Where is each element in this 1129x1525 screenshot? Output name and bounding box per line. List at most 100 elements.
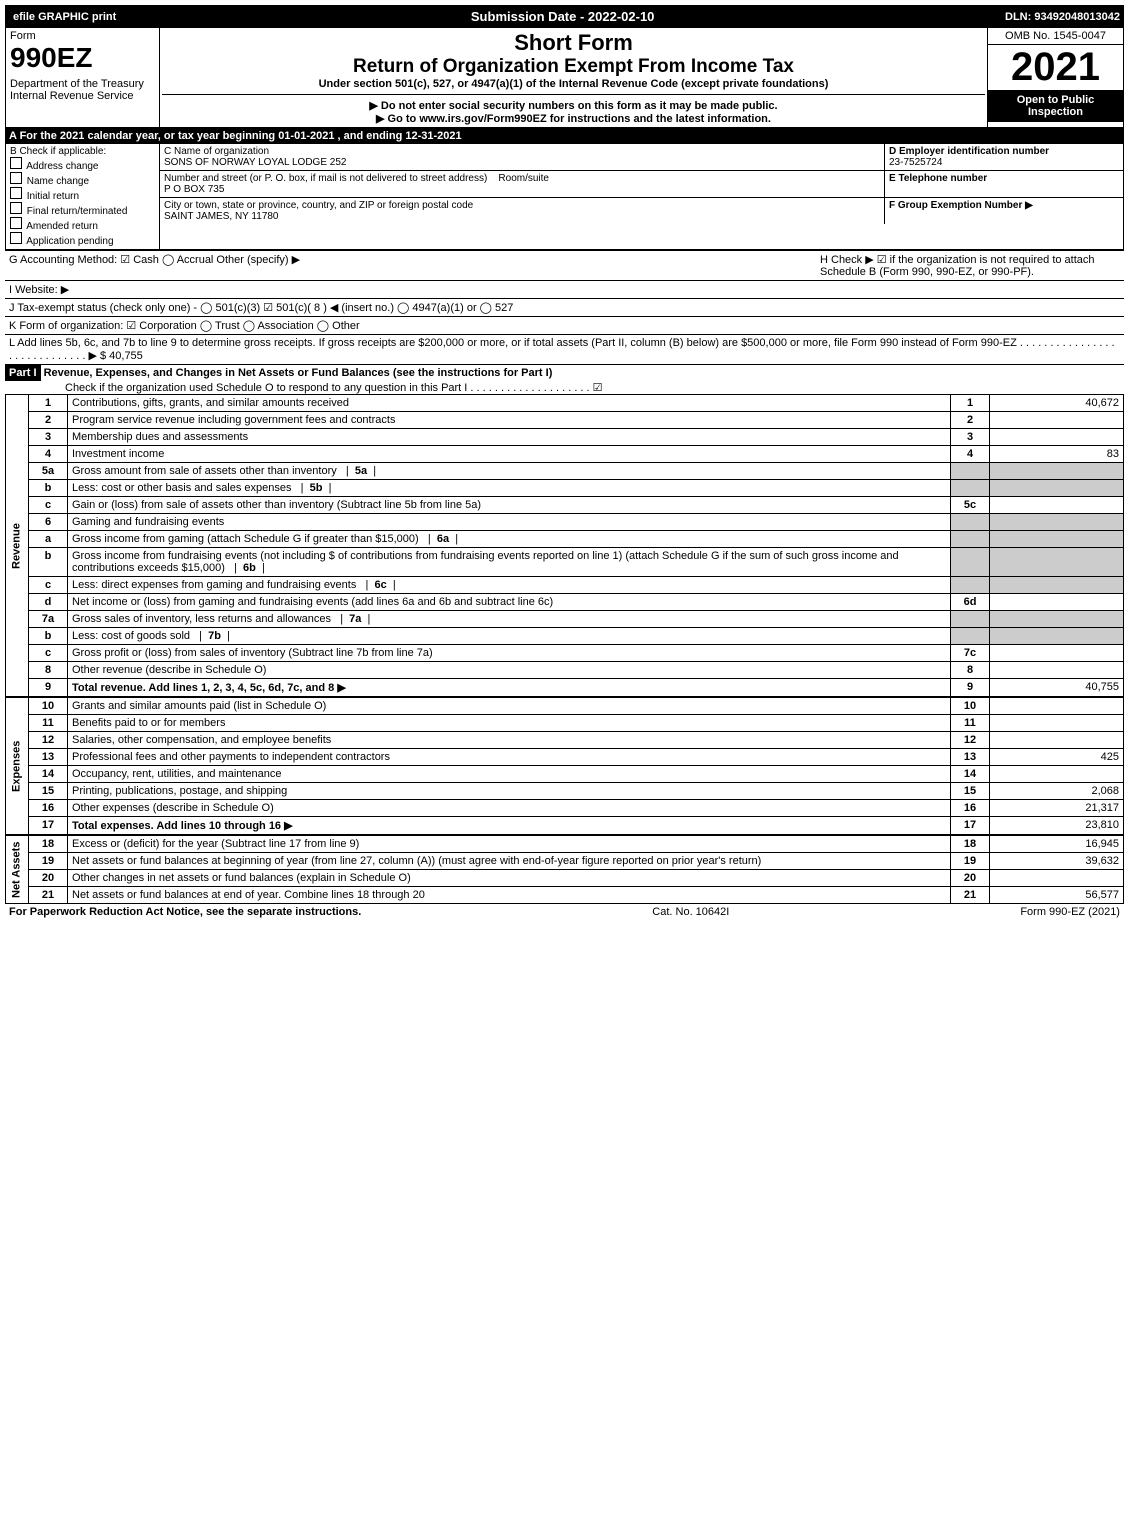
line-text: Net assets or fund balances at end of ye… bbox=[68, 887, 951, 904]
line-ref: 18 bbox=[951, 836, 990, 853]
line-value: 39,632 bbox=[990, 853, 1124, 870]
line-value bbox=[990, 548, 1124, 577]
line-value: 83 bbox=[990, 446, 1124, 463]
line-ref bbox=[951, 577, 990, 594]
f-label: F Group Exemption Number ▶ bbox=[889, 200, 1033, 211]
line-num: 10 bbox=[29, 698, 68, 715]
e-label: E Telephone number bbox=[889, 173, 987, 184]
line-value bbox=[990, 645, 1124, 662]
line-text: Gaming and fundraising events bbox=[68, 514, 951, 531]
line-text: Gross profit or (loss) from sales of inv… bbox=[68, 645, 951, 662]
line-text: Benefits paid to or for members bbox=[68, 715, 951, 732]
line-ref: 12 bbox=[951, 732, 990, 749]
line-value bbox=[990, 514, 1124, 531]
line-num: 15 bbox=[29, 783, 68, 800]
line-text: Other revenue (describe in Schedule O) bbox=[68, 662, 951, 679]
line-ref: 9 bbox=[951, 679, 990, 697]
line-text: Grants and similar amounts paid (list in… bbox=[68, 698, 951, 715]
line-text: Other changes in net assets or fund bala… bbox=[68, 870, 951, 887]
line-text: Contributions, gifts, grants, and simila… bbox=[68, 395, 951, 412]
line-ref: 6d bbox=[951, 594, 990, 611]
dept: Department of the Treasury bbox=[10, 78, 155, 90]
c-addr: P O BOX 735 bbox=[164, 184, 224, 195]
line-num: 1 bbox=[29, 395, 68, 412]
submission-date: Submission Date - 2022-02-10 bbox=[465, 7, 661, 26]
checkbox[interactable] bbox=[10, 217, 22, 229]
line-value: 23,810 bbox=[990, 817, 1124, 835]
revenue-table: Revenue1Contributions, gifts, grants, an… bbox=[5, 394, 1124, 697]
line-ref bbox=[951, 463, 990, 480]
line-num: 5a bbox=[29, 463, 68, 480]
line-text: Excess or (deficit) for the year (Subtra… bbox=[68, 836, 951, 853]
line-text: Less: cost or other basis and sales expe… bbox=[68, 480, 951, 497]
j-line: J Tax-exempt status (check only one) - ◯… bbox=[5, 298, 1124, 316]
c-name: SONS OF NORWAY LOYAL LODGE 252 bbox=[164, 157, 880, 168]
line-text: Gross amount from sale of assets other t… bbox=[68, 463, 951, 480]
line-num: 2 bbox=[29, 412, 68, 429]
line-value bbox=[990, 577, 1124, 594]
line-num: 3 bbox=[29, 429, 68, 446]
line-text: Professional fees and other payments to … bbox=[68, 749, 951, 766]
line-value: 56,577 bbox=[990, 887, 1124, 904]
line-ref: 2 bbox=[951, 412, 990, 429]
line-value: 40,672 bbox=[990, 395, 1124, 412]
line-ref bbox=[951, 611, 990, 628]
d-value: 23-7525724 bbox=[889, 157, 942, 168]
line-ref: 14 bbox=[951, 766, 990, 783]
goto-link[interactable]: ▶ Go to www.irs.gov/Form990EZ for instru… bbox=[162, 112, 985, 125]
footer-mid: Cat. No. 10642I bbox=[652, 906, 729, 918]
line-num: 4 bbox=[29, 446, 68, 463]
line-num: 13 bbox=[29, 749, 68, 766]
c-addr-label: Number and street (or P. O. box, if mail… bbox=[164, 173, 487, 184]
form-label: Form bbox=[10, 30, 155, 42]
line-ref: 4 bbox=[951, 446, 990, 463]
line-text: Occupancy, rent, utilities, and maintena… bbox=[68, 766, 951, 783]
line-num: 17 bbox=[29, 817, 68, 835]
checkbox[interactable] bbox=[10, 187, 22, 199]
line-value bbox=[990, 662, 1124, 679]
k-line: K Form of organization: ☑ Corporation ◯ … bbox=[5, 316, 1124, 334]
footer-right: Form 990-EZ (2021) bbox=[1020, 906, 1120, 918]
section-label: Net Assets bbox=[6, 836, 29, 904]
footer-left: For Paperwork Reduction Act Notice, see … bbox=[9, 906, 361, 918]
line-num: 7a bbox=[29, 611, 68, 628]
line-text: Net income or (loss) from gaming and fun… bbox=[68, 594, 951, 611]
top-bar: efile GRAPHIC print Submission Date - 20… bbox=[5, 5, 1124, 28]
line-text: Printing, publications, postage, and shi… bbox=[68, 783, 951, 800]
line-num: b bbox=[29, 480, 68, 497]
line-num: 12 bbox=[29, 732, 68, 749]
line-text: Salaries, other compensation, and employ… bbox=[68, 732, 951, 749]
line-text: Investment income bbox=[68, 446, 951, 463]
line-num: c bbox=[29, 645, 68, 662]
title2: Return of Organization Exempt From Incom… bbox=[162, 56, 985, 78]
efile-print[interactable]: efile GRAPHIC print bbox=[9, 10, 120, 24]
line-ref: 19 bbox=[951, 853, 990, 870]
line-ref: 10 bbox=[951, 698, 990, 715]
checkbox[interactable] bbox=[10, 202, 22, 214]
line-text: Total revenue. Add lines 1, 2, 3, 4, 5c,… bbox=[68, 679, 951, 697]
checkbox[interactable] bbox=[10, 172, 22, 184]
line-ref bbox=[951, 480, 990, 497]
line-value bbox=[990, 429, 1124, 446]
checkbox[interactable] bbox=[10, 232, 22, 244]
line-ref bbox=[951, 531, 990, 548]
line-num: d bbox=[29, 594, 68, 611]
footer: For Paperwork Reduction Act Notice, see … bbox=[5, 904, 1124, 920]
line-value bbox=[990, 870, 1124, 887]
line-num: 9 bbox=[29, 679, 68, 697]
form-number: 990EZ bbox=[10, 42, 155, 74]
line-num: c bbox=[29, 577, 68, 594]
section-bcdef: B Check if applicable: Address change Na… bbox=[5, 144, 1124, 250]
line-ref: 8 bbox=[951, 662, 990, 679]
checkbox[interactable] bbox=[10, 157, 22, 169]
line-text: Gain or (loss) from sale of assets other… bbox=[68, 497, 951, 514]
line-text: Gross income from gaming (attach Schedul… bbox=[68, 531, 951, 548]
line-text: Less: cost of goods sold | 7b | bbox=[68, 628, 951, 645]
line-num: 11 bbox=[29, 715, 68, 732]
c-city-label: City or town, state or province, country… bbox=[164, 200, 473, 211]
line-text: Less: direct expenses from gaming and fu… bbox=[68, 577, 951, 594]
line-ref: 5c bbox=[951, 497, 990, 514]
line-value: 2,068 bbox=[990, 783, 1124, 800]
line-ref: 17 bbox=[951, 817, 990, 835]
line-value bbox=[990, 698, 1124, 715]
